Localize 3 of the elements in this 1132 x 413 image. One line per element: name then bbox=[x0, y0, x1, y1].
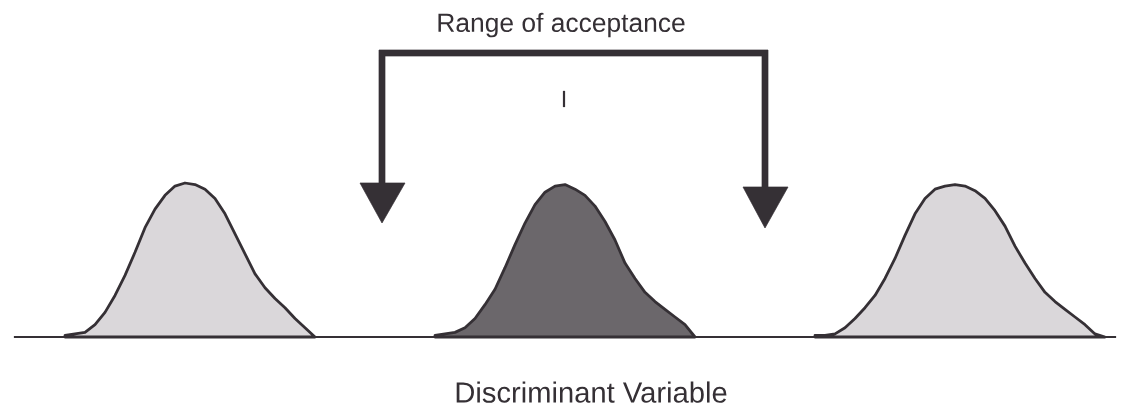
text: I bbox=[562, 90, 566, 108]
text: Range of acceptance bbox=[438, 12, 685, 38]
x-axis-title: Discriminant Variable bbox=[456, 381, 727, 403]
